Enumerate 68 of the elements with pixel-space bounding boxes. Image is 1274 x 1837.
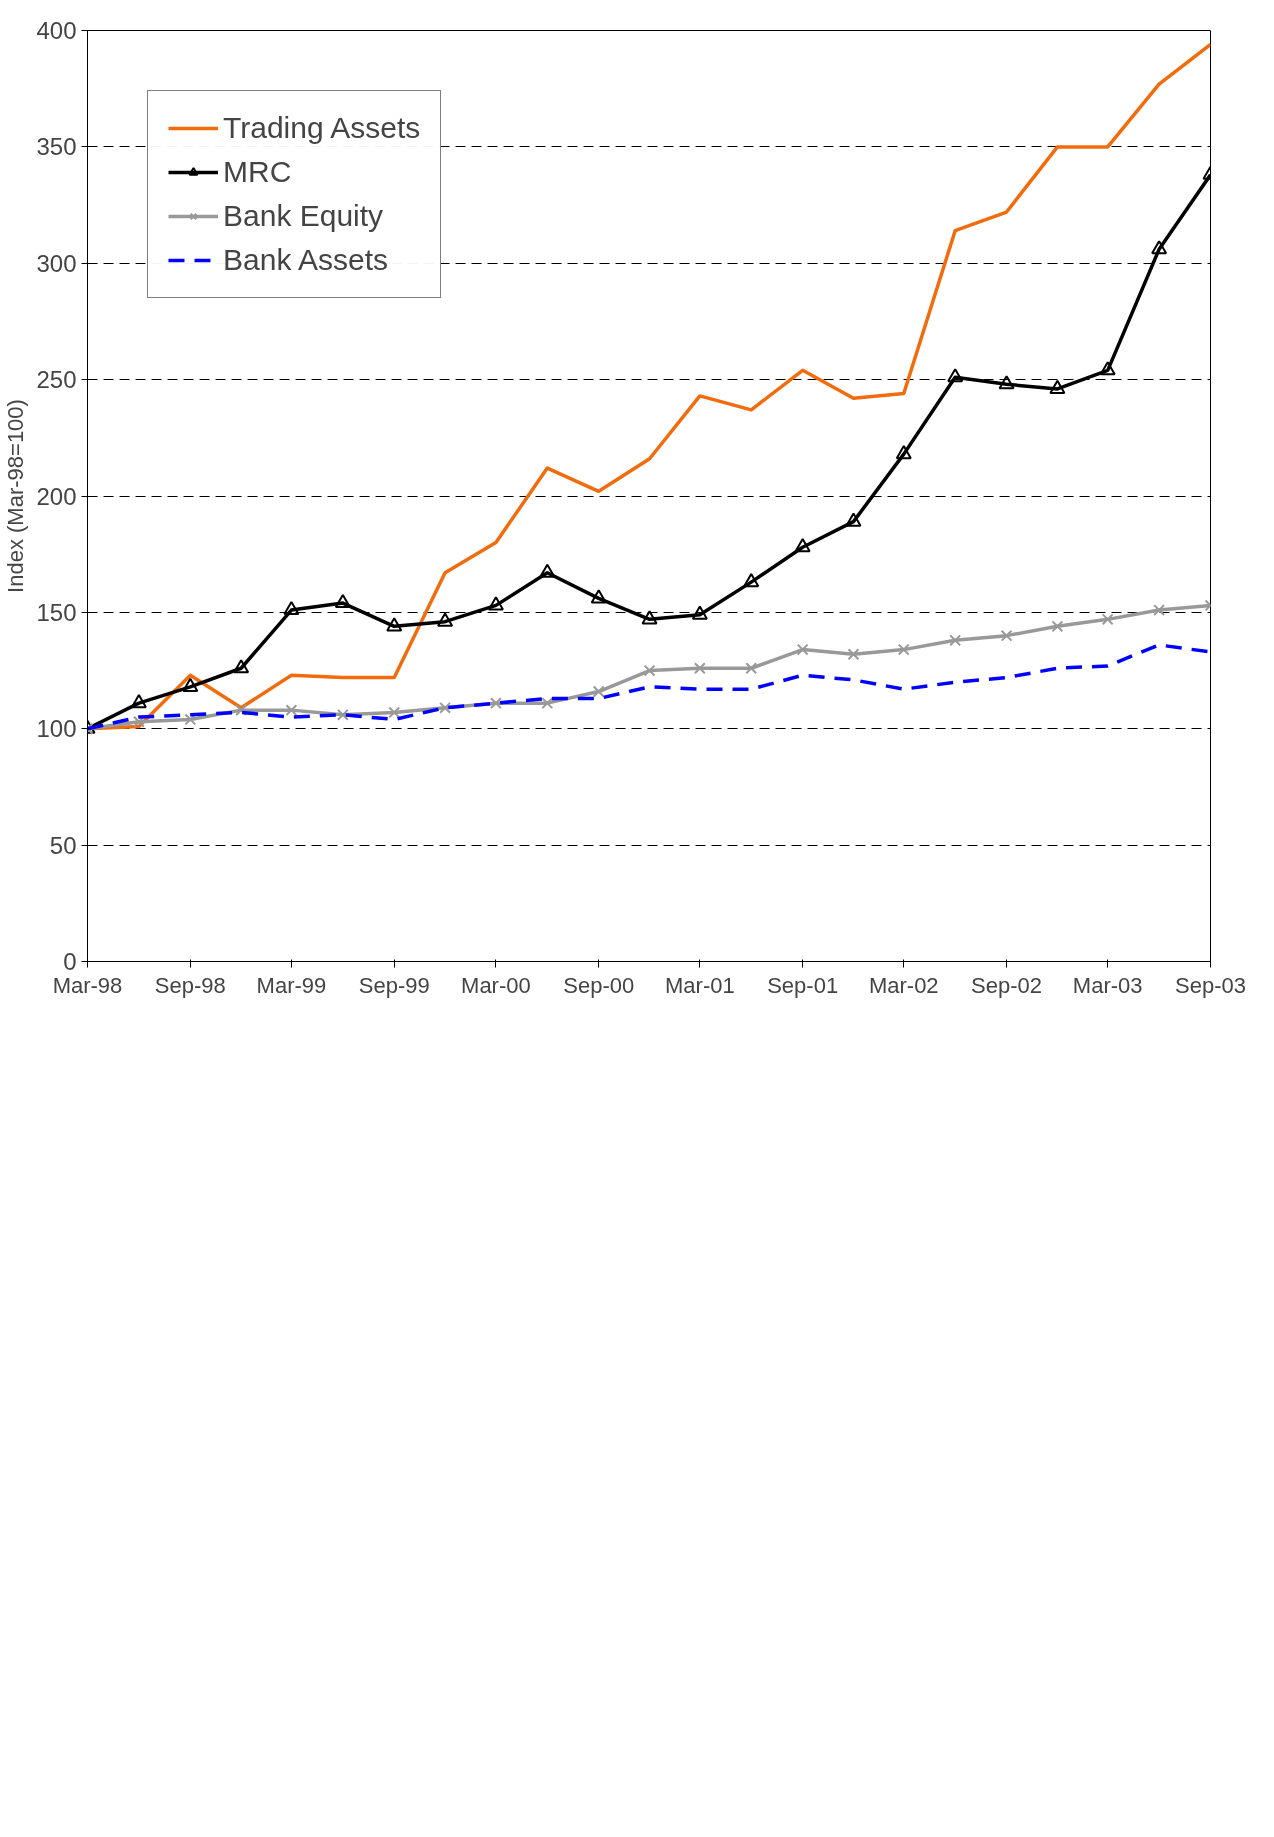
point	[388, 706, 401, 719]
y-axis-title: Index (Mar-98=100)	[3, 399, 29, 593]
point	[845, 512, 862, 527]
point	[691, 605, 708, 620]
point	[1000, 629, 1013, 642]
y-tick-label: 300	[36, 249, 77, 277]
point	[1153, 604, 1166, 616]
x-tick-label: Mar-00	[461, 972, 531, 998]
point	[184, 713, 197, 726]
point	[489, 697, 502, 710]
y-tick-label: 400	[36, 17, 77, 44]
x-tick-label: Sep-00	[563, 972, 635, 998]
legend-label: Bank Assets	[223, 243, 389, 277]
x-tick-label: Mar-03	[1072, 972, 1143, 998]
point	[283, 600, 300, 616]
legend-label: Bank Equity	[223, 199, 384, 233]
point	[1051, 620, 1064, 633]
x-tick-label: Sep-01	[767, 972, 839, 998]
x-tick-label: Mar-99	[256, 972, 327, 998]
point	[1099, 361, 1116, 376]
point	[334, 593, 351, 609]
x-tick-label: Sep-98	[154, 972, 226, 998]
x-tick-label: Sep-03	[1175, 972, 1246, 998]
point	[437, 612, 454, 627]
y-tick-label: 350	[36, 133, 77, 161]
point	[643, 664, 656, 677]
point	[182, 677, 199, 692]
point	[897, 643, 910, 656]
point	[949, 634, 962, 647]
point	[796, 643, 809, 656]
y-tick-label: 100	[36, 715, 77, 743]
point	[592, 685, 605, 698]
y-tick-label: 200	[36, 482, 77, 510]
point	[998, 375, 1015, 390]
legend-label: MRC	[223, 155, 292, 189]
legend-label: Trading Assets	[223, 111, 421, 145]
x-tick-label: Sep-02	[971, 972, 1043, 998]
x-tick-label: Mar-02	[868, 972, 939, 998]
point	[233, 659, 250, 674]
point	[285, 704, 298, 717]
y-tick-label: 50	[49, 831, 77, 859]
y-tick-label: 250	[36, 366, 77, 394]
point	[541, 697, 554, 710]
point	[439, 701, 452, 714]
point	[794, 538, 811, 553]
point	[947, 368, 964, 383]
point	[132, 715, 145, 728]
point	[590, 589, 607, 604]
point	[1151, 240, 1168, 255]
x-tick-label: Mar-98	[52, 972, 123, 998]
x-tick-label: Sep-99	[358, 972, 430, 998]
y-tick-label: 150	[36, 598, 77, 626]
point	[487, 596, 504, 611]
point	[1101, 613, 1114, 626]
point	[745, 662, 758, 675]
x-tick-label: Mar-01	[665, 972, 735, 998]
point	[693, 662, 706, 675]
point	[895, 445, 912, 460]
point	[336, 708, 349, 721]
point	[743, 573, 760, 588]
point	[539, 563, 556, 578]
point	[641, 610, 658, 625]
point	[130, 694, 147, 709]
point	[1049, 379, 1066, 394]
y-tick-label: 0	[63, 948, 77, 975]
point	[386, 617, 403, 632]
point	[235, 704, 248, 717]
point	[847, 648, 860, 661]
